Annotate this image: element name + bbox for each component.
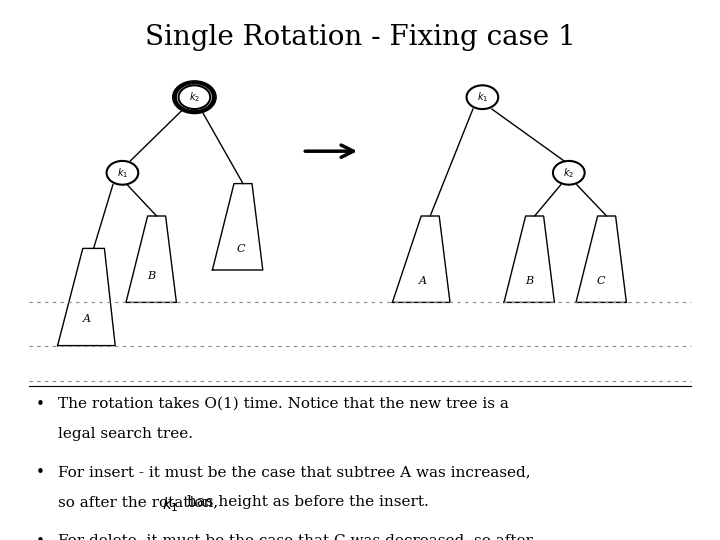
Text: Single Rotation - Fixing case 1: Single Rotation - Fixing case 1 [145, 24, 575, 51]
Text: The rotation takes O(1) time. Notice that the new tree is a: The rotation takes O(1) time. Notice tha… [58, 397, 508, 411]
Text: $k_1$: $k_1$ [477, 90, 488, 104]
Circle shape [467, 85, 498, 109]
Circle shape [107, 161, 138, 185]
Text: $k_2$: $k_2$ [189, 90, 200, 104]
Text: A: A [418, 276, 427, 286]
Text: so after the rotation,: so after the rotation, [58, 495, 222, 509]
Circle shape [179, 85, 210, 109]
Text: $k_1$: $k_1$ [162, 495, 179, 514]
Text: For delete, it must be the case that C was decreased, so after: For delete, it must be the case that C w… [58, 534, 533, 540]
Circle shape [176, 84, 212, 111]
Text: B: B [147, 271, 156, 281]
Text: $k_2$: $k_2$ [563, 166, 575, 180]
Text: •: • [36, 397, 45, 412]
Text: For insert - it must be the case that subtree A was increased,: For insert - it must be the case that su… [58, 465, 530, 479]
Text: $k_1$: $k_1$ [117, 166, 128, 180]
Text: •: • [36, 465, 45, 480]
Text: •: • [36, 534, 45, 540]
Text: A: A [82, 314, 91, 324]
Circle shape [173, 81, 216, 113]
Text: legal search tree.: legal search tree. [58, 427, 193, 441]
Text: C: C [237, 244, 246, 254]
Text: B: B [525, 276, 534, 286]
Text: has height as before the insert.: has height as before the insert. [182, 495, 429, 509]
Circle shape [553, 161, 585, 185]
Text: C: C [597, 276, 606, 286]
